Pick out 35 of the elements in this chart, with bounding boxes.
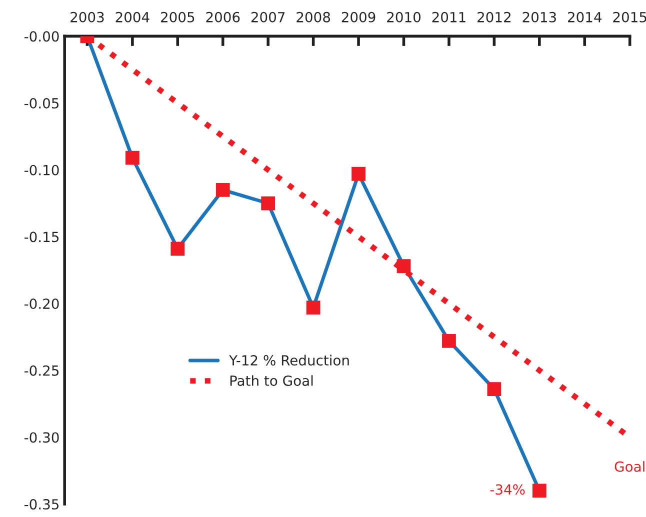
y-tick-label: -0.30 bbox=[24, 432, 59, 443]
point bbox=[442, 334, 456, 348]
legend-label: Path to Goal bbox=[230, 375, 313, 386]
x-tick-label: 2008 bbox=[296, 12, 330, 22]
annotation: Goal bbox=[614, 461, 644, 472]
y-tick-label: -0.20 bbox=[24, 298, 59, 310]
y-tick-label: -0.10 bbox=[24, 164, 59, 176]
x-tick-label: 2010 bbox=[387, 12, 420, 22]
point bbox=[487, 382, 502, 396]
x-tick-label: 2006 bbox=[206, 12, 240, 22]
data-label: -34% bbox=[490, 484, 525, 495]
x-tick-label: 2009 bbox=[342, 12, 376, 22]
point bbox=[216, 182, 230, 197]
x-tick-label: 2003 bbox=[70, 12, 104, 22]
x-tick-label: 2004 bbox=[116, 12, 150, 22]
x-tick-label: 2014 bbox=[568, 12, 602, 22]
point bbox=[396, 259, 411, 274]
point bbox=[532, 484, 546, 498]
legend-label: Y-12 % Reduction bbox=[229, 354, 349, 366]
point bbox=[306, 300, 320, 315]
x-tick-label: 2015 bbox=[613, 12, 646, 22]
point bbox=[170, 242, 185, 256]
x-tick-label: 2007 bbox=[251, 12, 285, 22]
x-tick-label: 2005 bbox=[160, 12, 194, 22]
y-tick-label: -0.15 bbox=[24, 232, 59, 242]
y-tick-label: -0.05 bbox=[24, 98, 59, 109]
y-tick-label: -0.25 bbox=[24, 365, 59, 376]
x-tick-label: 2012 bbox=[478, 12, 510, 22]
x-tick-label: 2011 bbox=[432, 12, 466, 22]
y-tick-label: -0.00 bbox=[24, 31, 59, 42]
x-tick-label: 2013 bbox=[522, 12, 556, 22]
point bbox=[261, 196, 276, 210]
point bbox=[352, 166, 366, 181]
y-tick-label: -0.35 bbox=[24, 499, 59, 510]
point bbox=[125, 150, 140, 165]
